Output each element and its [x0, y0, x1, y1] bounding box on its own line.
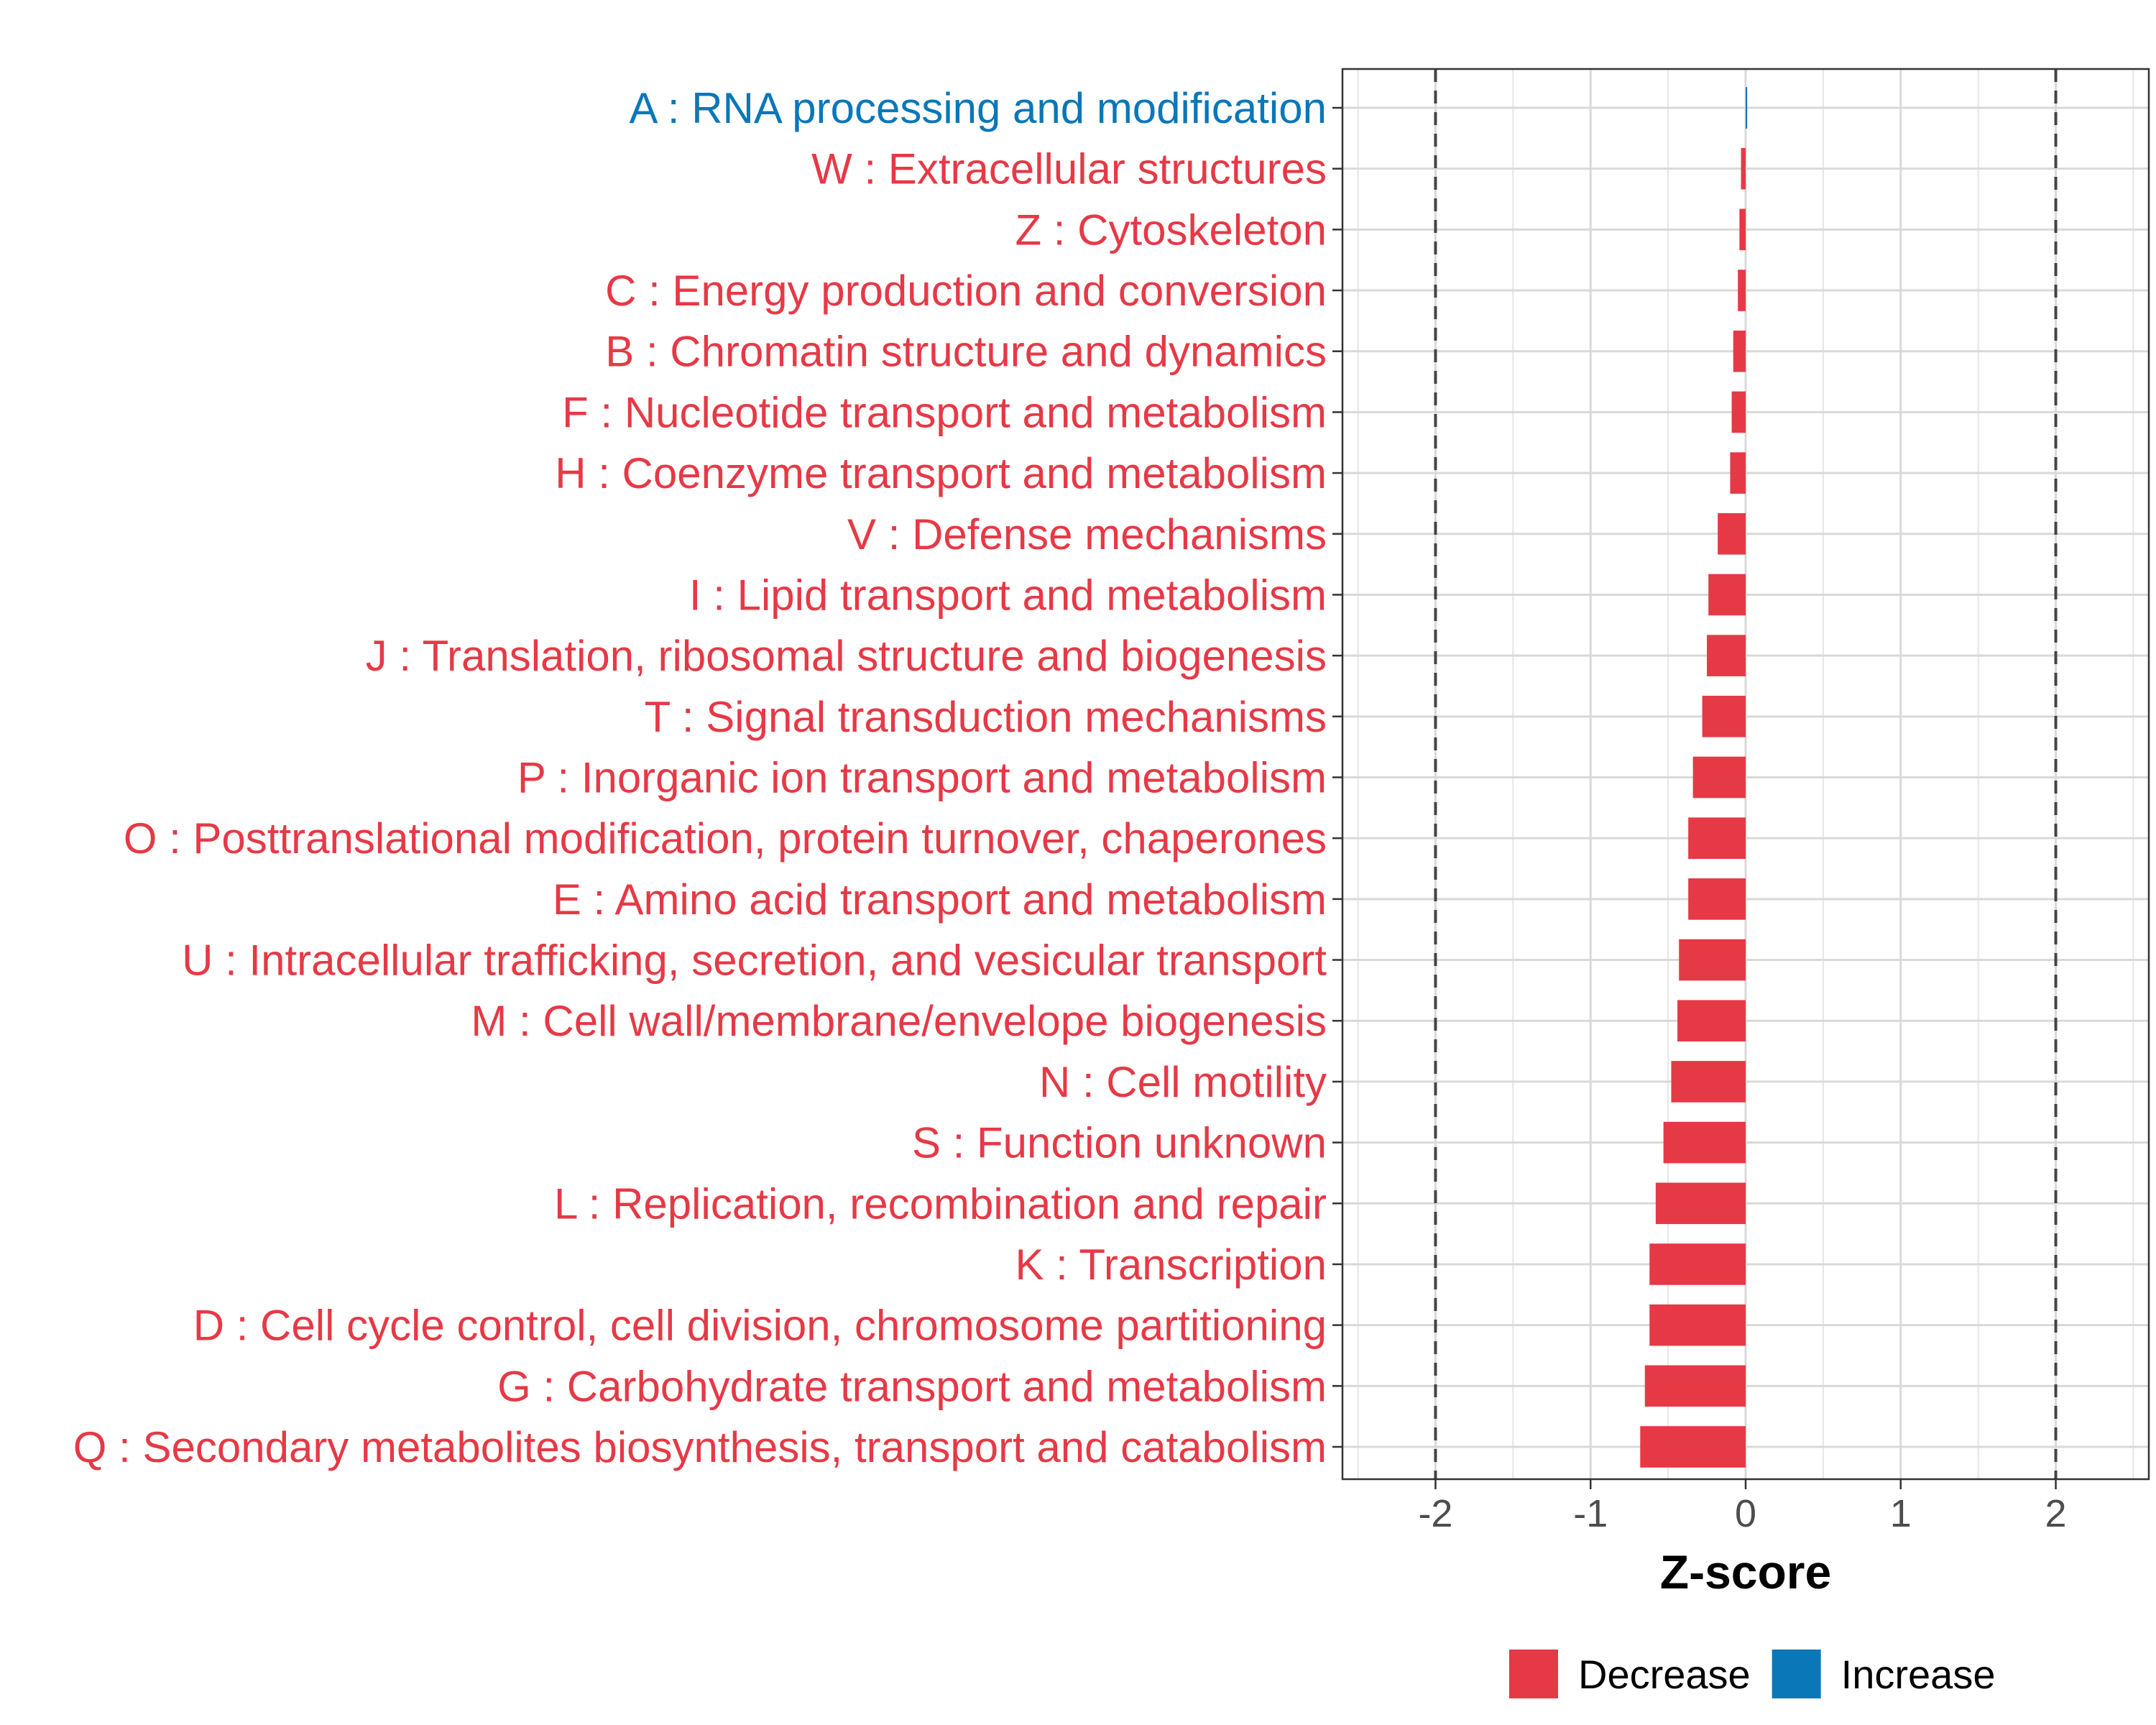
category-label: I : Lipid transport and metabolism — [689, 571, 1327, 619]
x-tick-label: -2 — [1418, 1492, 1452, 1535]
legend-swatch-increase — [1772, 1650, 1821, 1698]
category-label: A : RNA processing and modification — [629, 84, 1327, 132]
x-tick-label: 2 — [2045, 1492, 2067, 1535]
category-label: E : Amino acid transport and metabolism — [553, 875, 1327, 924]
category-label: Z : Cytoskeleton — [1015, 206, 1327, 254]
bar — [1688, 817, 1746, 859]
bar — [1688, 878, 1746, 920]
category-label: Q : Secondary metabolites biosynthesis, … — [73, 1423, 1327, 1471]
category-label: K : Transcription — [1015, 1241, 1327, 1289]
category-label: L : Replication, recombination and repai… — [554, 1179, 1327, 1228]
legend-label-increase: Increase — [1841, 1652, 1996, 1697]
bar — [1655, 1182, 1746, 1225]
bar — [1644, 1365, 1746, 1407]
category-label: O : Posttranslational modification, prot… — [124, 814, 1327, 862]
y-axis-ticks — [1332, 106, 1342, 1448]
x-axis-ticks: -2 -1 0 1 2 — [1418, 1479, 2067, 1535]
category-label: P : Inorganic ion transport and metaboli… — [517, 754, 1327, 802]
bar — [1677, 1000, 1746, 1042]
legend-swatch-decrease — [1509, 1650, 1558, 1698]
bar — [1741, 147, 1746, 190]
bar — [1663, 1121, 1746, 1164]
category-label: M : Cell wall/membrane/envelope biogenes… — [471, 997, 1327, 1045]
category-label: T : Signal transduction mechanisms — [645, 693, 1327, 741]
category-label: G : Carbohydrate transport and metabolis… — [497, 1362, 1327, 1410]
x-tick-label: -1 — [1573, 1492, 1608, 1535]
bar — [1640, 1426, 1746, 1468]
category-label: J : Translation, ribosomal structure and… — [366, 632, 1327, 680]
category-label: F : Nucleotide transport and metabolism — [562, 388, 1327, 436]
reference-lines — [1434, 69, 2058, 1479]
bar — [1702, 696, 1746, 737]
legend: Decrease Increase — [1509, 1650, 1995, 1698]
category-label: H : Coenzyme transport and metabolism — [555, 449, 1327, 497]
bar — [1746, 87, 1748, 129]
bar — [1718, 512, 1746, 555]
bar — [1649, 1243, 1746, 1285]
category-label: U : Intracellular trafficking, secretion… — [182, 937, 1327, 985]
bar — [1739, 208, 1746, 251]
bar — [1692, 756, 1746, 799]
category-label: C : Energy production and conversion — [605, 267, 1327, 315]
category-label: W : Extracellular structures — [811, 145, 1327, 193]
bar — [1738, 270, 1746, 311]
bar — [1649, 1304, 1746, 1346]
x-tick-label: 0 — [1735, 1492, 1756, 1535]
bars — [1640, 87, 1748, 1468]
bar — [1730, 452, 1746, 494]
category-label: N : Cell motility — [1039, 1058, 1327, 1106]
x-axis-title: Z-score — [1660, 1545, 1831, 1598]
bar — [1679, 939, 1746, 981]
category-label: D : Cell cycle control, cell division, c… — [193, 1302, 1327, 1350]
x-tick-label: 1 — [1890, 1492, 1912, 1535]
bar — [1671, 1061, 1746, 1103]
bar — [1708, 574, 1746, 616]
category-label: S : Function unknown — [912, 1119, 1327, 1167]
bar — [1733, 330, 1746, 372]
category-label: V : Defense mechanisms — [847, 510, 1327, 558]
category-label: B : Chromatin structure and dynamics — [605, 328, 1327, 376]
legend-label-decrease: Decrease — [1578, 1652, 1751, 1697]
bar — [1731, 391, 1746, 433]
bar — [1707, 635, 1746, 676]
category-labels: A : RNA processing and modification W : E… — [73, 84, 1327, 1471]
